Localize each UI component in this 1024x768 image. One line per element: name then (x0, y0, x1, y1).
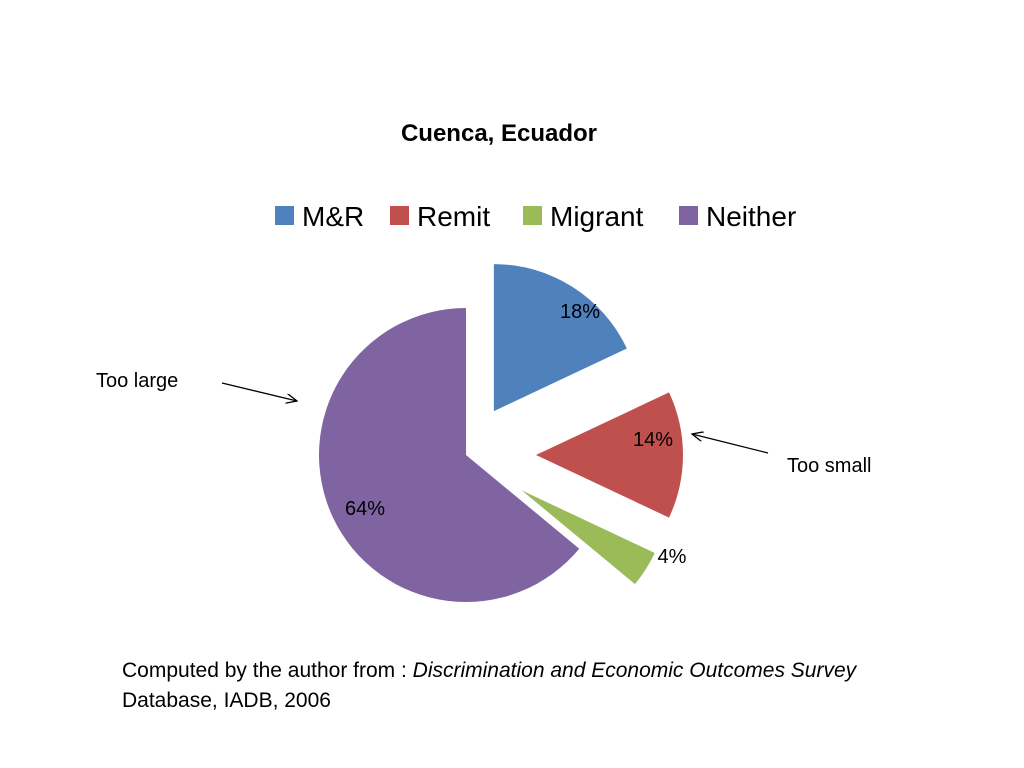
source-prefix: Computed by the author from : (122, 659, 413, 682)
data-label-remit: 14% (633, 429, 673, 451)
pie-slices (318, 264, 683, 602)
legend-swatch-m-r (275, 206, 294, 225)
legend-label-neither: Neither (706, 201, 796, 232)
data-label-m-r: 18% (560, 301, 600, 323)
source-note: Computed by the author from : Discrimina… (122, 656, 982, 716)
legend-swatch-migrant (523, 206, 542, 225)
legend-label-remit: Remit (417, 201, 490, 232)
arrow-too-large (221, 382, 297, 401)
legend-label-migrant: Migrant (550, 201, 644, 232)
source-suffix: Database, IADB, 2006 (122, 689, 331, 712)
pie-slice-neither (318, 308, 580, 602)
pie-slice-migrant (521, 490, 655, 585)
arrow-too-small (692, 434, 769, 454)
source-italic-title: Discrimination and Economic Outcomes Sur… (412, 659, 857, 682)
pie-slice-m-r (493, 264, 627, 412)
pie-slice-remit (536, 392, 683, 518)
pie-data-labels: 18% 14% 4% 64% (345, 301, 687, 568)
data-label-migrant: 4% (658, 546, 687, 568)
legend-swatch-remit (390, 206, 409, 225)
legend-swatch-neither (679, 206, 698, 225)
annotation-too-small: Too small (787, 455, 871, 477)
annotation-too-large: Too large (96, 370, 178, 392)
data-label-neither: 64% (345, 498, 385, 520)
chart-title: Cuenca, Ecuador (401, 120, 597, 147)
legend-label-m-r: M&R (302, 201, 364, 232)
legend: M&R Remit Migrant Neither (275, 201, 796, 232)
